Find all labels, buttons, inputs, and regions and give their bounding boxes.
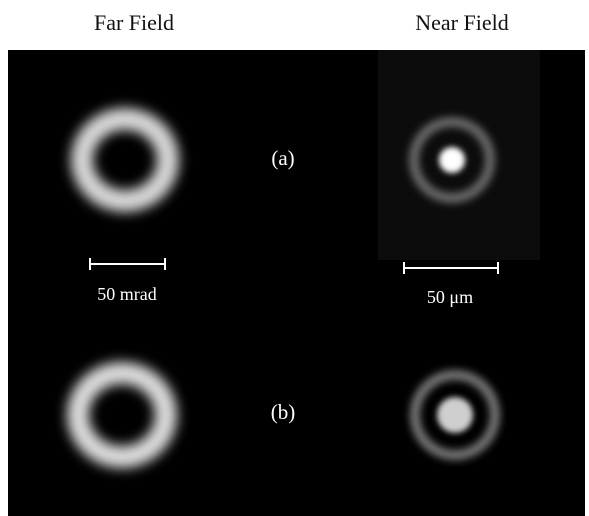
scale-label: 50 μm (427, 287, 473, 307)
page: Far Field Near Field (a) (b) 50 mrad 50 … (0, 0, 589, 516)
near-field-header: Near Field (415, 10, 508, 35)
scale-label: 50 mrad (97, 284, 156, 304)
near-field-spot (439, 147, 465, 173)
panel-label: (a) (271, 146, 294, 170)
near-field-spot (437, 397, 473, 433)
panel-label: (b) (271, 400, 296, 424)
far-field-header: Far Field (94, 10, 174, 35)
figure: Far Field Near Field (a) (b) 50 mrad 50 … (0, 0, 589, 516)
